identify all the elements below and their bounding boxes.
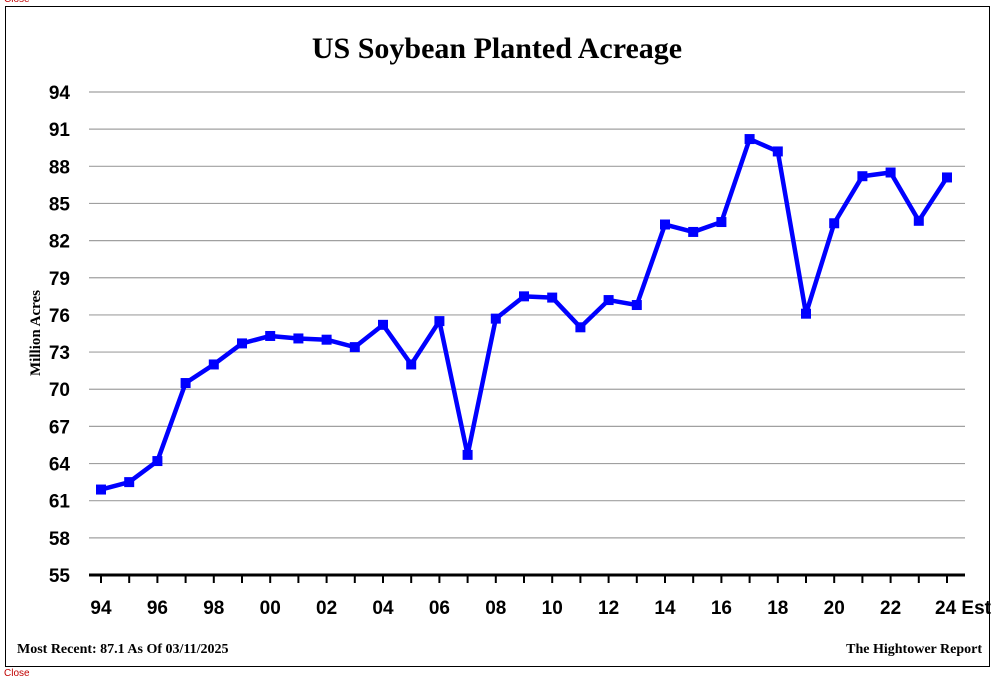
data-point bbox=[237, 338, 247, 349]
y-tick-label: 85 bbox=[49, 194, 71, 215]
x-tick-label: 20 bbox=[824, 598, 845, 619]
x-tick-label: 18 bbox=[767, 598, 788, 619]
x-tick-label: 04 bbox=[372, 598, 394, 619]
data-point bbox=[660, 219, 670, 230]
data-point bbox=[321, 334, 332, 345]
footer-source: The Hightower Report bbox=[846, 642, 982, 657]
y-tick-label: 67 bbox=[49, 417, 70, 438]
data-point bbox=[208, 359, 219, 370]
x-tick-label: 98 bbox=[203, 598, 224, 619]
x-tick-label: 14 bbox=[654, 598, 676, 619]
x-tick-label: 02 bbox=[316, 598, 337, 619]
x-tick-label: 24 Est bbox=[935, 598, 992, 619]
data-point bbox=[547, 292, 558, 303]
chart-title: US Soybean Planted Acreage bbox=[312, 32, 682, 65]
footer-most-recent: Most Recent: 87.1 As Of 03/11/2025 bbox=[17, 642, 229, 657]
y-tick-label: 94 bbox=[49, 83, 71, 104]
x-axis: 94 96 98 00 02 04 06 08 10 12 14 16 18 20 22 24 Est bbox=[89, 573, 992, 619]
close-link-bottom[interactable]: Close bbox=[4, 668, 30, 679]
data-point bbox=[716, 217, 727, 228]
close-link-top[interactable]: Close bbox=[4, 0, 30, 5]
x-tick-label: 12 bbox=[598, 598, 619, 619]
data-point bbox=[293, 333, 304, 344]
data-point bbox=[829, 218, 840, 229]
data-point bbox=[575, 322, 586, 333]
data-point bbox=[885, 167, 896, 178]
data-series bbox=[96, 134, 952, 495]
y-tick-label: 58 bbox=[49, 529, 70, 550]
y-tick-label: 76 bbox=[49, 306, 70, 327]
y-tick-label: 70 bbox=[49, 380, 70, 401]
y-tick-label: 91 bbox=[49, 120, 71, 141]
y-tick-label: 73 bbox=[49, 343, 70, 364]
data-point bbox=[490, 313, 501, 324]
data-point bbox=[180, 378, 191, 389]
y-tick-label: 82 bbox=[49, 232, 70, 253]
data-point bbox=[857, 171, 868, 182]
y-tick-label: 64 bbox=[49, 455, 71, 476]
data-point bbox=[772, 146, 783, 157]
x-tick-label: 06 bbox=[429, 598, 450, 619]
x-tick-label: 16 bbox=[711, 598, 732, 619]
data-point bbox=[265, 330, 276, 341]
data-point bbox=[96, 484, 106, 495]
chart-frame bbox=[5, 6, 990, 667]
series-line bbox=[100, 136, 949, 492]
x-tick-label: 08 bbox=[485, 598, 506, 619]
y-axis-label: Million Acres bbox=[28, 290, 44, 376]
x-tick-label: 96 bbox=[147, 598, 168, 619]
data-point bbox=[801, 308, 811, 319]
data-point bbox=[603, 295, 614, 306]
y-tick-label: 55 bbox=[49, 566, 71, 587]
data-point bbox=[378, 319, 388, 330]
data-point bbox=[434, 316, 445, 327]
data-point bbox=[152, 456, 163, 467]
data-point bbox=[688, 226, 699, 237]
data-point bbox=[406, 359, 417, 370]
data-point bbox=[349, 342, 360, 353]
y-tick-label: 88 bbox=[49, 157, 70, 178]
y-tick-label: 79 bbox=[49, 269, 70, 290]
data-point bbox=[519, 291, 529, 302]
gridlines bbox=[89, 91, 965, 539]
x-tick-label: 10 bbox=[542, 598, 563, 619]
y-tick-label: 61 bbox=[49, 492, 71, 513]
data-point bbox=[744, 134, 755, 145]
x-tick-label: 22 bbox=[880, 598, 901, 619]
x-tick-label: 00 bbox=[260, 598, 281, 619]
data-point bbox=[631, 300, 642, 311]
data-point bbox=[462, 449, 473, 460]
data-point bbox=[124, 477, 135, 488]
x-tick-label: 94 bbox=[90, 598, 112, 619]
data-point bbox=[913, 215, 924, 226]
data-point bbox=[942, 172, 952, 183]
y-axis-ticks: 55 58 61 64 67 70 73 76 79 82 85 88 91 94 bbox=[49, 83, 71, 587]
